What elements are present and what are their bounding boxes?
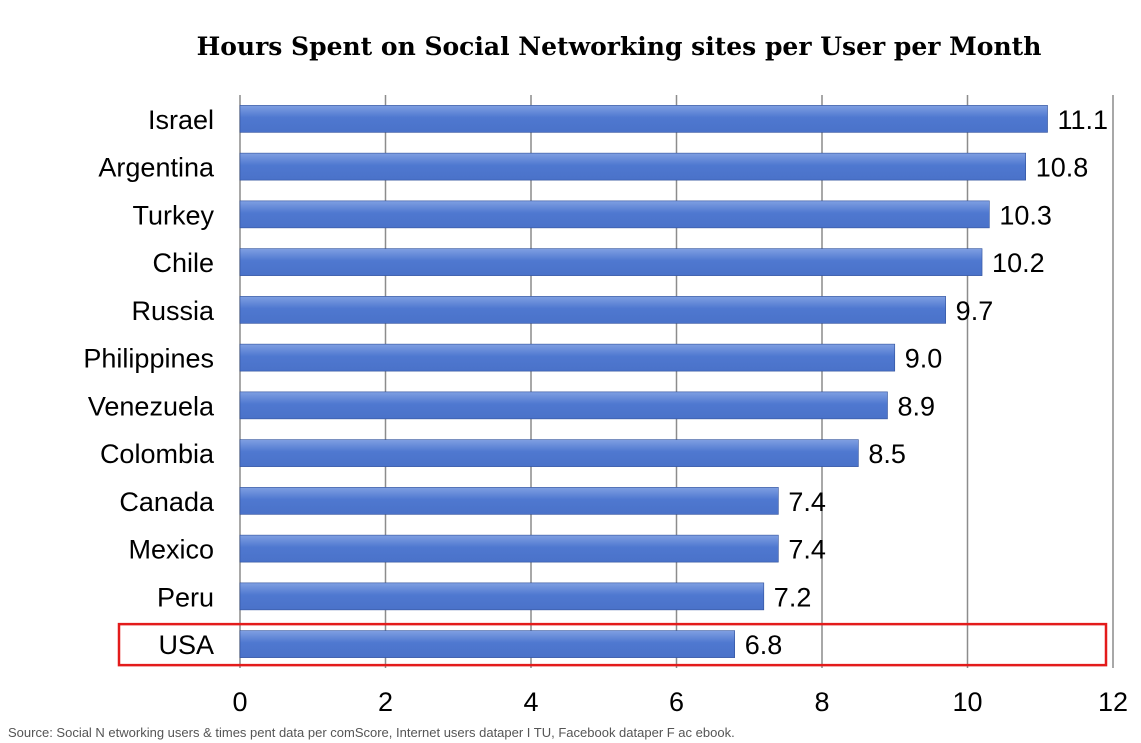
value-label-mexico: 7.4 — [788, 535, 826, 565]
category-label-usa: USA — [158, 630, 214, 660]
bar-chile — [239, 248, 983, 276]
value-labels: 11.1 10.8 10.3 10.2 9.7 9.0 8.9 8.5 7.4 7.4 7.2 6.8 — [745, 105, 1108, 660]
bar-israel — [239, 105, 1048, 133]
category-label-israel: Israel — [148, 105, 214, 135]
category-label-turkey: Turkey — [132, 200, 214, 230]
category-label-peru: Peru — [157, 582, 214, 612]
source-note: Source: Social N etworking users & times… — [8, 725, 735, 740]
highlight-box-layer — [117, 622, 1108, 667]
category-label-venezuela: Venezuela — [88, 391, 215, 421]
value-label-russia: 9.7 — [956, 296, 994, 326]
category-label-argentina: Argentina — [98, 153, 215, 183]
bar-canada — [239, 487, 779, 515]
category-label-chile: Chile — [152, 248, 214, 278]
x-tick-label: 6 — [669, 687, 684, 717]
category-labels: Israel Argentina Turkey Chile Russia Philippi… — [83, 105, 215, 660]
value-label-turkey: 10.3 — [999, 200, 1052, 230]
highlight-box — [117, 622, 1108, 667]
value-label-colombia: 8.5 — [868, 439, 906, 469]
bar-russia — [239, 296, 946, 324]
x-tick-label: 4 — [523, 687, 538, 717]
bar-peru — [239, 582, 765, 611]
chart-title: Hours Spent on Social Networking sites p… — [197, 32, 1042, 61]
value-label-peru: 7.2 — [774, 582, 812, 612]
value-label-usa: 6.8 — [745, 630, 783, 660]
bar-turkey — [239, 200, 990, 229]
bar-argentina — [239, 152, 1027, 181]
value-label-venezuela: 8.9 — [897, 391, 935, 421]
bar-usa — [239, 630, 736, 658]
value-label-israel: 11.1 — [1058, 105, 1109, 135]
bar-venezuela — [239, 391, 888, 420]
x-tick-label: 0 — [232, 687, 247, 717]
value-label-canada: 7.4 — [788, 487, 826, 517]
bar-philippines — [239, 343, 896, 372]
category-label-canada: Canada — [119, 487, 215, 517]
bar-colombia — [239, 439, 859, 467]
x-tick-label: 2 — [378, 687, 393, 717]
bars — [239, 105, 1048, 658]
x-tick-label: 10 — [952, 687, 982, 717]
gridlines — [239, 95, 1114, 668]
bar-mexico — [239, 534, 779, 563]
x-axis-ticks: 0 2 4 6 8 10 12 — [232, 687, 1128, 717]
x-tick-label: 12 — [1098, 687, 1128, 717]
category-label-philippines: Philippines — [83, 344, 214, 374]
category-label-colombia: Colombia — [100, 439, 215, 469]
x-tick-label: 8 — [814, 687, 829, 717]
value-label-argentina: 10.8 — [1036, 153, 1089, 183]
category-label-russia: Russia — [131, 296, 215, 326]
value-label-chile: 10.2 — [992, 248, 1045, 278]
value-label-philippines: 9.0 — [905, 344, 943, 374]
category-label-mexico: Mexico — [128, 535, 214, 565]
